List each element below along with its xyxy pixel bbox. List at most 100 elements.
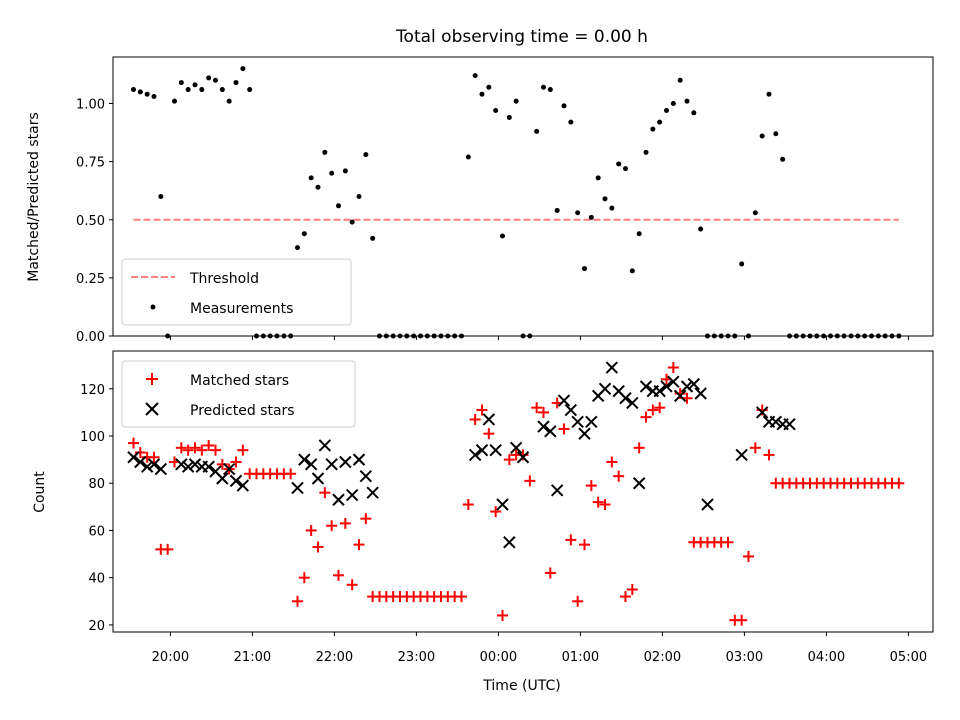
matched-star-point bbox=[756, 404, 768, 416]
predicted-star-point bbox=[537, 420, 550, 433]
matched-star-point bbox=[319, 487, 331, 499]
x-tick-label: 21:00 bbox=[234, 650, 271, 665]
predicted-star-point bbox=[127, 451, 140, 464]
predicted-star-point bbox=[229, 474, 243, 488]
predicted-star-point bbox=[332, 493, 345, 506]
top-y-tick-label: 0.00 bbox=[76, 330, 105, 345]
matched-star-point bbox=[292, 595, 303, 607]
measurement-point bbox=[575, 210, 581, 216]
predicted-star-point bbox=[660, 380, 673, 393]
legend-measurements-label: Measurements bbox=[190, 301, 293, 317]
matched-star-point bbox=[736, 614, 748, 626]
matched-star-point bbox=[722, 536, 734, 548]
matched-star-point bbox=[490, 506, 502, 518]
measurement-point bbox=[677, 77, 683, 83]
bottom-y-tick-label: 60 bbox=[88, 524, 105, 539]
measurement-point bbox=[192, 82, 198, 88]
matched-star-point bbox=[353, 539, 365, 551]
matched-star-point bbox=[572, 595, 584, 607]
matched-star-point bbox=[285, 468, 297, 480]
predicted-star-point bbox=[475, 443, 489, 457]
measurement-point bbox=[547, 87, 553, 93]
measurement-point bbox=[185, 87, 191, 93]
bottom-y-tick-label: 120 bbox=[80, 383, 105, 398]
matched-star-point bbox=[620, 591, 631, 603]
predicted-star-point bbox=[304, 458, 318, 471]
measurement-point bbox=[636, 231, 642, 237]
matched-star-point bbox=[558, 423, 570, 435]
top-x-ticks bbox=[169, 336, 909, 340]
predicted-star-point bbox=[667, 375, 680, 388]
matched-star-point bbox=[599, 498, 611, 510]
measurement-point bbox=[178, 80, 184, 86]
measurement-point bbox=[131, 87, 136, 93]
measurement-point bbox=[595, 175, 601, 181]
legend-predicted-swatch bbox=[145, 402, 159, 416]
matched-star-point bbox=[503, 454, 515, 466]
x-tick-label: 00:00 bbox=[480, 650, 517, 665]
measurement-point bbox=[206, 75, 212, 81]
measurement-point bbox=[226, 98, 232, 104]
predicted-star-point bbox=[298, 453, 311, 466]
measurement-point bbox=[691, 110, 697, 116]
matched-star-point bbox=[237, 444, 249, 456]
matched-star-point bbox=[134, 447, 146, 459]
measurement-point bbox=[493, 107, 499, 113]
predicted-star-point bbox=[222, 462, 236, 476]
measurement-point bbox=[588, 214, 594, 220]
measurement-point bbox=[554, 207, 560, 213]
top-legend-box bbox=[121, 258, 352, 326]
top-y-tick-label: 0.75 bbox=[76, 156, 105, 171]
measurement-point bbox=[602, 196, 608, 202]
matched-star-point bbox=[579, 539, 590, 551]
legend-matched-label: Matched stars bbox=[190, 373, 289, 389]
x-tick-label: 22:00 bbox=[316, 650, 353, 665]
matched-star-point bbox=[483, 428, 495, 440]
matched-star-point bbox=[326, 520, 338, 532]
matched-star-point bbox=[613, 470, 625, 482]
predicted-star-point bbox=[694, 387, 707, 400]
measurement-point bbox=[616, 161, 622, 167]
measurement-point bbox=[363, 152, 369, 158]
predicted-star-point bbox=[496, 498, 509, 511]
measurement-point bbox=[137, 89, 143, 95]
measurement-point bbox=[329, 170, 335, 176]
predicted-star-point bbox=[578, 427, 591, 440]
x-tick-label: 03:00 bbox=[726, 650, 763, 665]
measurement-point bbox=[670, 101, 676, 106]
matched-star-point bbox=[606, 456, 618, 468]
measurement-point bbox=[739, 261, 745, 267]
predicted-star-point bbox=[482, 413, 496, 426]
predicted-star-point bbox=[619, 392, 632, 405]
matched-star-point bbox=[565, 534, 577, 546]
measurement-point bbox=[240, 66, 246, 72]
predicted-star-point bbox=[175, 458, 188, 471]
measurement-point bbox=[172, 98, 177, 104]
measurement-point bbox=[657, 119, 663, 125]
matched-star-point bbox=[633, 442, 645, 454]
bottom-y-tick-label: 80 bbox=[88, 477, 105, 492]
matched-star-point bbox=[456, 591, 467, 603]
predicted-star-point bbox=[345, 488, 359, 502]
predicted-star-point bbox=[653, 384, 666, 398]
matched-star-point bbox=[585, 480, 597, 492]
predicted-star-point bbox=[140, 460, 154, 473]
measurement-point bbox=[698, 226, 704, 232]
measurement-point bbox=[752, 210, 758, 216]
bottom-marks bbox=[127, 361, 905, 626]
measurement-point bbox=[643, 149, 649, 155]
top-y-tick-label: 1.00 bbox=[76, 98, 105, 113]
matched-star-point bbox=[763, 449, 775, 461]
measurement-point bbox=[623, 166, 628, 172]
measurement-point bbox=[199, 87, 205, 93]
matched-star-point bbox=[148, 451, 160, 463]
predicted-star-point bbox=[673, 389, 687, 403]
predicted-star-point bbox=[783, 417, 796, 431]
bottom-y-ticks: 20 40 60 80 100 120 bbox=[80, 383, 113, 634]
measurement-point bbox=[247, 87, 253, 93]
matched-star-point bbox=[128, 437, 139, 449]
predicted-star-point bbox=[154, 462, 168, 476]
matched-star-point bbox=[333, 569, 344, 581]
measurement-point bbox=[664, 107, 669, 113]
predicted-star-point bbox=[516, 451, 530, 464]
